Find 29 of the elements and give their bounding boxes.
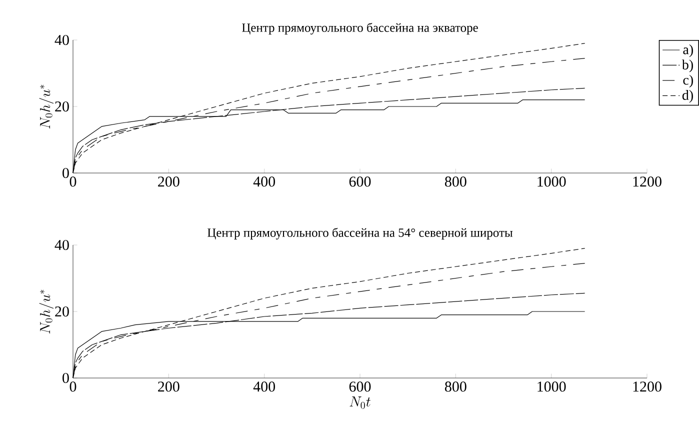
chart-title: Центр прямоугольного бассейна на 54° северной широты (208, 228, 513, 240)
x-tick-label: 400 (253, 176, 276, 187)
x-tick-label: 800 (444, 382, 466, 392)
x-tick-label: 200 (158, 382, 180, 392)
y-tick-label: 20 (55, 306, 69, 317)
x-tick-label: 800 (444, 176, 466, 187)
x-tick-label: 600 (349, 382, 371, 392)
x-tick-label: 1000 (538, 382, 566, 392)
y-tick-label: 20 (55, 101, 69, 112)
legend-label: a) (683, 44, 693, 58)
x-tick-label: 400 (253, 382, 276, 392)
x-tick-label: 1200 (633, 382, 662, 392)
x-tick-label: 600 (349, 176, 371, 187)
y-tick-label: 40 (54, 240, 69, 250)
x-tick-label: 200 (158, 176, 180, 187)
y-axis-title: $N_0 h/u^*$ (39, 290, 54, 334)
legend-label: d) (682, 90, 693, 103)
x-tick-label: 0 (70, 176, 76, 187)
y-axis-title: $N_0 h/u^*$ (39, 84, 54, 129)
x-axis-title: $N_0 t$ (350, 396, 370, 409)
legend-label: b) (682, 60, 693, 72)
chart-title: Центр прямоугольного бассейна на экваторе (242, 22, 478, 34)
y-tick-label: 0 (62, 168, 69, 178)
x-tick-label: 0 (70, 382, 76, 392)
y-tick-label: 0 (62, 372, 69, 384)
x-tick-label: 1200 (633, 176, 662, 187)
x-tick-label: 1000 (538, 176, 566, 187)
legend-label: c) (683, 74, 693, 88)
y-tick-label: 40 (54, 34, 69, 46)
